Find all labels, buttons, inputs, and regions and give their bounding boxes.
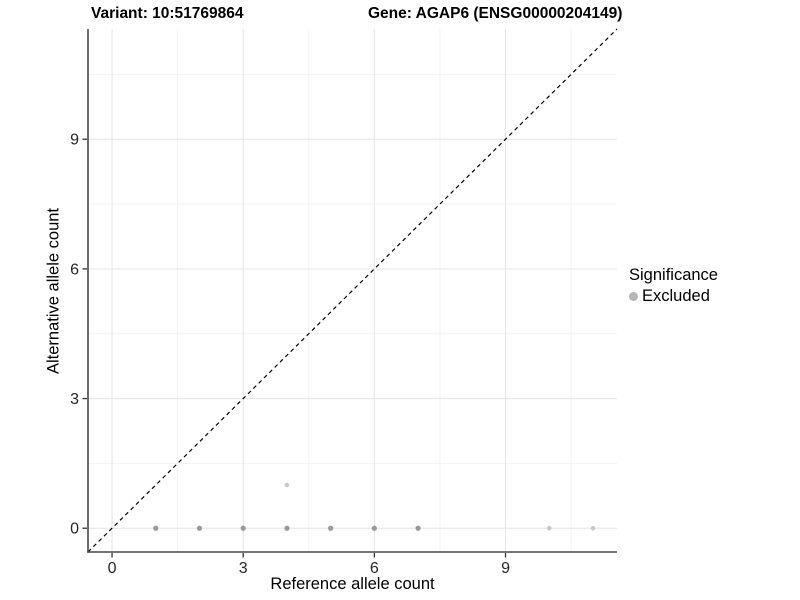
legend: Significance Excluded bbox=[629, 266, 718, 306]
data-point bbox=[153, 525, 159, 531]
y-tick-label: 3 bbox=[70, 391, 79, 408]
x-tick-label: 3 bbox=[239, 560, 248, 577]
x-tick-label: 0 bbox=[108, 560, 117, 577]
legend-items: Excluded bbox=[629, 285, 718, 306]
legend-item: Excluded bbox=[629, 287, 718, 306]
data-point bbox=[284, 482, 290, 488]
legend-title: Significance bbox=[629, 266, 718, 284]
x-tick-label: 6 bbox=[370, 560, 379, 577]
identity-line bbox=[87, 28, 618, 553]
legend-key-dot-icon bbox=[629, 292, 638, 301]
data-point bbox=[415, 525, 421, 531]
data-point bbox=[240, 525, 246, 531]
data-point bbox=[328, 525, 334, 531]
data-point bbox=[546, 525, 552, 531]
data-point bbox=[371, 525, 377, 531]
x-tick-label: 9 bbox=[501, 560, 510, 577]
y-tick-label: 6 bbox=[70, 261, 79, 278]
plot-title-variant: Variant: 10:51769864 bbox=[91, 5, 244, 22]
y-axis-title: Alternative allele count bbox=[44, 207, 63, 375]
data-point bbox=[284, 525, 290, 531]
data-point bbox=[196, 525, 203, 531]
plot-title-gene: Gene: AGAP6 (ENSG00000204149) bbox=[368, 5, 623, 22]
y-tick-label: 9 bbox=[70, 132, 79, 149]
y-tick-label: 0 bbox=[70, 521, 79, 538]
x-axis-title: Reference allele count bbox=[270, 575, 435, 593]
legend-item-label: Excluded bbox=[642, 287, 710, 305]
data-point bbox=[590, 525, 596, 531]
